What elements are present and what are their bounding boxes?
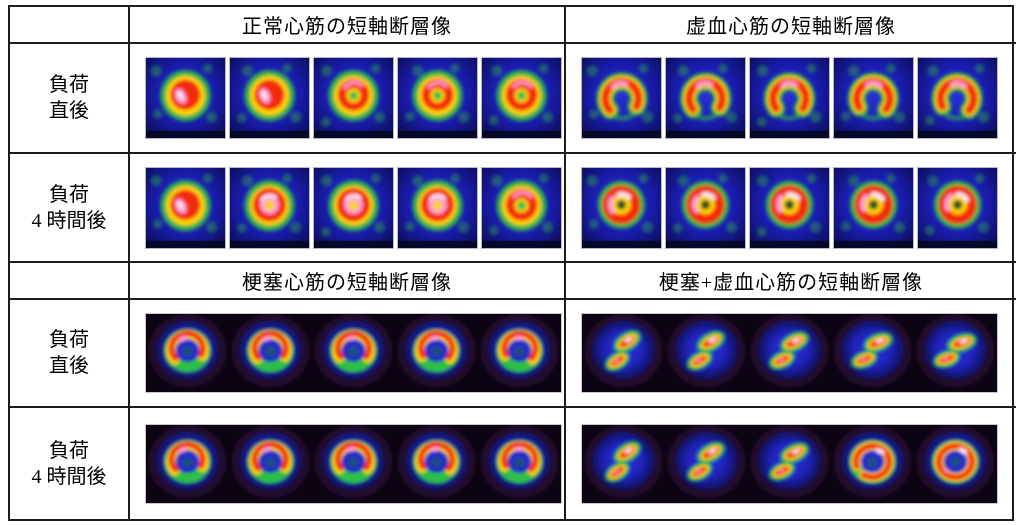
scan-frame <box>665 57 746 139</box>
scan-frame <box>749 166 830 249</box>
scan-strip-infarct-ischemia-immediate <box>581 313 998 393</box>
scan-frame <box>313 166 394 249</box>
scan-frame <box>148 424 227 498</box>
scan-frame <box>148 314 227 388</box>
scan-frame <box>917 166 998 249</box>
spect-comparison-table: 正常心筋の短軸断層像 虚血心筋の短軸断層像 負荷 直後 負荷 4 時間後 梗塞心… <box>8 5 1016 521</box>
row-label-line2: 直後 <box>49 355 89 377</box>
scan-frame <box>581 166 662 249</box>
scan-frame <box>481 166 562 249</box>
row-label-line1: 負荷 <box>49 74 89 96</box>
row-label-line2: 4 時間後 <box>31 465 107 488</box>
scan-frame <box>231 314 310 388</box>
header-infarcted-myocardium: 梗塞心筋の短軸断層像 <box>130 263 566 300</box>
header-infarct-plus-ischemia-myocardium: 梗塞+虚血心筋の短軸断層像 <box>566 263 1016 300</box>
corner-cell-2 <box>10 263 130 300</box>
scan-strip-infarct-ischemia-4h <box>581 423 998 504</box>
row-label-line2: 直後 <box>49 100 89 122</box>
cell-infarct-immediate <box>130 300 566 408</box>
scan-frame <box>917 57 998 139</box>
scan-frame <box>581 57 662 139</box>
scan-strip-normal-4h <box>145 166 562 249</box>
scan-frame <box>313 57 394 139</box>
cell-ischemia-4h <box>566 154 1016 263</box>
scan-frame <box>145 166 226 249</box>
cell-infarct-4h <box>130 408 566 519</box>
header-normal-myocardium: 正常心筋の短軸断層像 <box>130 7 566 44</box>
scan-frame <box>916 314 995 388</box>
scan-frame <box>480 424 559 498</box>
cell-infarct-ischemia-4h <box>566 408 1016 519</box>
scan-frame <box>833 314 912 388</box>
scan-frame <box>750 424 829 498</box>
cell-infarct-ischemia-immediate <box>566 300 1016 408</box>
row-label-stress-4h-top: 負荷 4 時間後 <box>10 154 130 263</box>
scan-frame <box>397 57 478 139</box>
scan-frame <box>916 424 995 498</box>
scan-strip-infarct-4h <box>145 423 562 504</box>
scan-frame <box>833 57 914 139</box>
scan-frame <box>397 424 476 498</box>
scan-frame <box>749 57 830 139</box>
row-label-stress-immediate-top: 負荷 直後 <box>10 44 130 154</box>
scan-strip-ischemia-4h <box>581 166 998 249</box>
scan-strip-normal-immediate <box>145 57 562 139</box>
scan-strip-infarct-immediate <box>145 313 562 393</box>
corner-cell-1 <box>10 7 130 44</box>
cell-ischemia-immediate <box>566 44 1016 154</box>
row-label-line1: 負荷 <box>49 183 89 206</box>
row-label-stress-immediate-bottom: 負荷 直後 <box>10 300 130 408</box>
scan-frame <box>833 166 914 249</box>
cell-normal-immediate <box>130 44 566 154</box>
scan-frame <box>229 57 310 139</box>
scan-frame <box>480 314 559 388</box>
scan-frame <box>667 314 746 388</box>
scan-frame <box>231 424 310 498</box>
scan-frame <box>584 424 663 498</box>
row-label-line2: 4 時間後 <box>31 209 107 232</box>
scan-frame <box>314 424 393 498</box>
scan-frame <box>397 314 476 388</box>
scan-frame <box>229 166 310 249</box>
scan-frame <box>833 424 912 498</box>
scan-frame <box>314 314 393 388</box>
scan-strip-ischemia-immediate <box>581 57 998 139</box>
row-label-stress-4h-bottom: 負荷 4 時間後 <box>10 408 130 519</box>
row-label-line1: 負荷 <box>49 439 89 462</box>
cell-normal-4h <box>130 154 566 263</box>
header-ischemic-myocardium: 虚血心筋の短軸断層像 <box>566 7 1016 44</box>
scan-frame <box>665 166 746 249</box>
scan-frame <box>667 424 746 498</box>
scan-frame <box>750 314 829 388</box>
scan-frame <box>397 166 478 249</box>
scan-frame <box>584 314 663 388</box>
row-label-line1: 負荷 <box>49 329 89 351</box>
scan-frame <box>145 57 226 139</box>
scan-frame <box>481 57 562 139</box>
